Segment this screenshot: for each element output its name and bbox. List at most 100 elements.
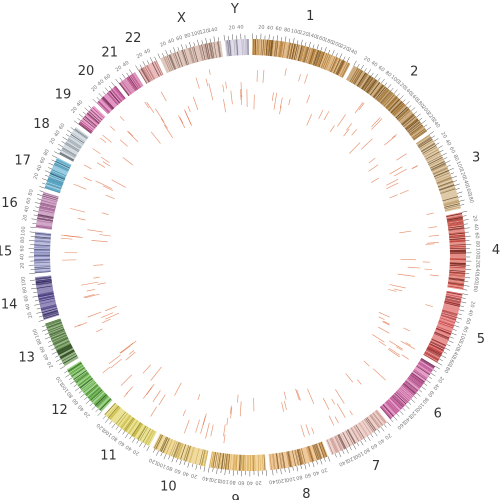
band-stripe (96, 395, 109, 408)
tick-label: 20 (115, 65, 124, 74)
band-stripe (85, 384, 98, 395)
tick-mark (288, 38, 291, 43)
tick-label: 40 (76, 99, 85, 108)
band-stripe (235, 454, 238, 471)
link-mark (78, 322, 88, 327)
link-mark (73, 183, 87, 190)
link-mark (230, 405, 232, 414)
tick-label: 40 (237, 25, 244, 31)
band-stripe (318, 52, 325, 68)
band-stripe (441, 313, 457, 319)
band-stripe (441, 311, 458, 317)
tick-mark (96, 96, 100, 101)
band-stripe (81, 120, 94, 131)
band-stripe (46, 323, 63, 330)
band-stripe (335, 435, 344, 451)
band-stripe (99, 398, 111, 410)
band-stripe (370, 414, 381, 428)
band-stripe (284, 451, 289, 468)
band-stripe (331, 57, 339, 73)
band-stripe (60, 151, 75, 160)
band-stripe (61, 353, 77, 362)
band-stripe (47, 324, 63, 331)
band-stripe (180, 444, 186, 460)
band-stripe (208, 42, 213, 59)
band-stripe (121, 416, 132, 430)
band-stripe (442, 198, 459, 203)
tick-label: 100 (286, 475, 296, 483)
band-stripe (50, 330, 66, 338)
band-stripe (105, 404, 117, 417)
band-stripe (121, 81, 131, 95)
band-stripe (180, 50, 186, 66)
band-stripe (86, 385, 100, 397)
tick-mark (37, 198, 42, 200)
band-stripe (273, 453, 277, 470)
band-stripe (303, 46, 309, 63)
band-stripe (82, 381, 96, 393)
band-stripe (59, 350, 75, 359)
band-stripe (38, 293, 54, 298)
band-stripe (307, 48, 313, 64)
band-stripe (118, 82, 130, 97)
band-stripe (59, 348, 74, 357)
band-stripe (339, 61, 347, 77)
band-stripe (403, 382, 416, 394)
link-mark (396, 153, 407, 161)
tick-mark (292, 466, 294, 471)
band-stripe (381, 404, 393, 418)
tick-label: 160 (396, 420, 407, 431)
link-mark (378, 312, 390, 318)
band-stripe (351, 68, 360, 83)
band-stripe (98, 100, 111, 113)
band-stripe (367, 80, 378, 94)
band-stripe (87, 386, 100, 398)
band-stripe (98, 397, 111, 410)
band-stripe (40, 201, 57, 207)
link-mark (382, 321, 390, 326)
band-stripe (429, 342, 445, 350)
link-mark (101, 312, 114, 319)
tick-mark (122, 73, 126, 79)
band-stripe (46, 321, 62, 327)
band-stripe (59, 152, 74, 161)
tick-mark (154, 56, 157, 61)
band-stripe (99, 99, 112, 112)
band-stripe (283, 41, 287, 58)
band-stripe (332, 436, 340, 452)
band-stripe (190, 47, 196, 63)
band-stripe (426, 348, 442, 357)
band-stripe (432, 337, 447, 345)
band-stripe (68, 363, 83, 373)
tick-label: 100 (474, 248, 480, 258)
band-stripe (222, 453, 226, 470)
band-stripe (442, 309, 458, 315)
tick-mark (45, 170, 51, 174)
link-mark (304, 73, 308, 84)
tick-mark (402, 407, 406, 411)
band-stripe (384, 402, 396, 415)
band-stripe (444, 299, 461, 304)
band-stripe (44, 187, 61, 194)
band-stripe (56, 344, 72, 352)
band-stripe (220, 453, 224, 470)
band-stripe (73, 369, 87, 380)
tick-mark (343, 56, 346, 61)
tick-label: 20 (22, 214, 29, 221)
band-stripe (179, 50, 186, 66)
link-mark (195, 419, 200, 433)
band-stripe (281, 41, 285, 58)
tick-mark (418, 117, 423, 121)
band-stripe (357, 423, 367, 438)
band-stripe (63, 355, 78, 364)
tick-mark (284, 468, 286, 473)
band-stripe (89, 388, 102, 401)
band-stripe (118, 413, 129, 427)
tick-label: 40 (36, 164, 44, 172)
link-mark (368, 157, 376, 164)
tick-mark (102, 415, 106, 419)
band-stripe (340, 433, 349, 448)
band-stripe (85, 384, 99, 396)
link-mark (120, 345, 131, 354)
